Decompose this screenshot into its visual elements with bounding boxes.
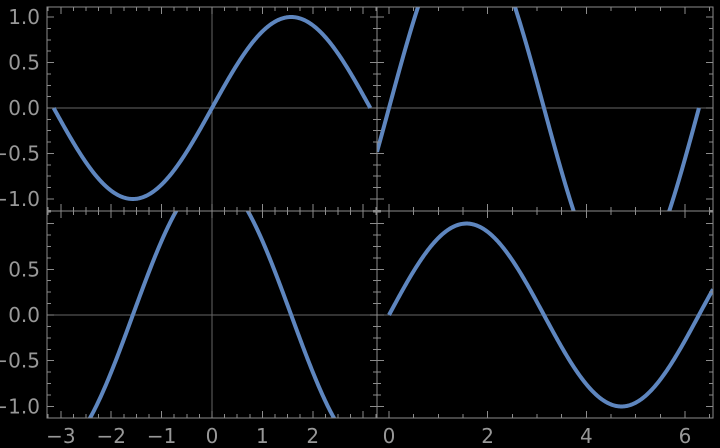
y-tick-label: 0.0 (8, 303, 40, 327)
axis-ticks (377, 211, 713, 419)
sine-curve (387, 221, 713, 409)
y-tick-label: 1.0 (8, 5, 40, 29)
y-tick-label: 0.0 (8, 96, 40, 120)
x-tick-label: 0 (383, 424, 396, 448)
sine-curve (377, 7, 701, 211)
subplot-bottom-right: 0 2 4 6 (376, 210, 714, 448)
axis-lines (47, 211, 377, 418)
axis-ticks (377, 7, 713, 211)
x-tick-label: −3 (46, 424, 75, 448)
y-tick-label: −1.0 (0, 187, 40, 211)
axis-ticks (47, 7, 377, 211)
tick-labels: 1.0 0.5 0.0 −0.5 −1.0 (0, 5, 40, 211)
x-tick-label: −1 (147, 424, 176, 448)
axis-ticks (47, 211, 377, 419)
tick-labels: 0 2 4 6 (383, 424, 692, 448)
x-tick-label: 2 (481, 424, 494, 448)
subplot-top-left: 1.0 0.5 0.0 −0.5 −1.0 (0, 5, 378, 212)
sine-curve (51, 15, 373, 201)
x-tick-label: 1 (256, 424, 269, 448)
x-tick-label: 2 (306, 424, 319, 448)
tick-labels: −3 −2 −1 0 1 2 0.5 0.0 −0.5 −1.0 (0, 257, 319, 448)
y-tick-label: −0.5 (0, 141, 40, 165)
y-tick-label: 0.5 (8, 51, 40, 75)
x-tick-label: −2 (96, 424, 125, 448)
y-tick-label: −1.0 (0, 394, 40, 418)
x-tick-label: 6 (679, 424, 692, 448)
y-tick-label: 0.5 (8, 257, 40, 281)
sine-curve (87, 211, 337, 418)
x-tick-label: 4 (580, 424, 593, 448)
x-tick-label: 0 (206, 424, 219, 448)
subplot-top-right (376, 6, 714, 212)
plot-frame (376, 210, 714, 419)
y-tick-label: −0.5 (0, 349, 40, 373)
